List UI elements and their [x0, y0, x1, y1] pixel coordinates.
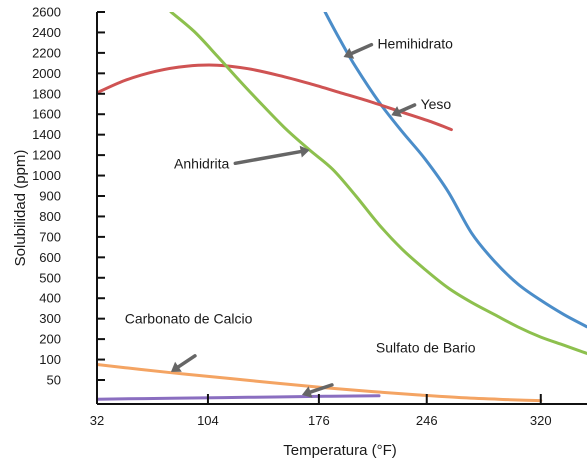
annotation-arrow — [233, 149, 303, 166]
annotation-arrowhead — [343, 47, 355, 59]
y-tick-label: 1200 — [32, 148, 61, 163]
series-line-anhidrita — [169, 12, 587, 355]
y-tick-label: 100 — [39, 352, 61, 367]
y-tick-label: 300 — [39, 311, 61, 326]
series-lines — [97, 12, 587, 403]
y-tick-label: 800 — [39, 209, 61, 224]
annotation-arrow — [308, 383, 334, 394]
y-tick-label: 1600 — [32, 107, 61, 122]
annotation-arrowhead — [301, 386, 313, 398]
annotation-anhidrita: Anhidrita — [174, 155, 229, 171]
y-tick-label: 200 — [39, 332, 61, 347]
annotation-carbonato-de-calcio: Carbonato de Calcio — [125, 311, 253, 327]
y-tick-label: 1000 — [32, 168, 61, 183]
y-tick-label: 2000 — [32, 66, 61, 81]
annotation-hemihidrato: Hemihidrato — [377, 36, 453, 52]
series-line-yeso — [97, 63, 453, 132]
y-tick-label: 900 — [39, 189, 61, 204]
y-axis-title: Solubilidad (ppm) — [12, 150, 29, 267]
y-tick-label: 1800 — [32, 86, 61, 101]
y-tick-label: 400 — [39, 291, 61, 306]
y-tick-label: 1400 — [32, 127, 61, 142]
series-line-hemihidrato — [323, 12, 587, 329]
annotation-sulfato-de-bario: Sulfato de Bario — [376, 339, 476, 355]
y-tick-label: 2200 — [32, 45, 61, 60]
axes: 50 100 200 300 400 500 600 700 800 900 1000 1200 140… — [32, 5, 587, 428]
annotation-arrowhead — [170, 361, 182, 372]
y-tick-label: 50 — [47, 373, 61, 388]
annotation-arrowhead — [391, 106, 402, 118]
annotation-arrow — [176, 354, 197, 369]
annotation-arrow — [350, 42, 374, 56]
y-tick-label: 2600 — [32, 5, 61, 20]
x-axis-title: Temperatura (°F) — [283, 442, 397, 459]
series-line-sulfato-de-bario — [97, 394, 381, 401]
annotation-arrow — [397, 103, 417, 114]
y-tick-label: 700 — [39, 229, 61, 244]
y-tick-label: 600 — [39, 250, 61, 265]
x-tick-label: 320 — [530, 413, 552, 428]
annotation-yeso: Yeso — [421, 96, 452, 112]
x-tick-label: 246 — [416, 413, 438, 428]
x-tick-label: 176 — [308, 413, 330, 428]
annotations: Hemihidrato Yeso Anhidrita Carbonato de Cal… — [125, 36, 476, 398]
y-tick-label: 500 — [39, 270, 61, 285]
annotation-arrowhead — [299, 145, 310, 158]
y-tick-label: 2400 — [32, 25, 61, 40]
x-tick-label: 32 — [90, 413, 104, 428]
x-tick-label: 104 — [197, 413, 219, 428]
